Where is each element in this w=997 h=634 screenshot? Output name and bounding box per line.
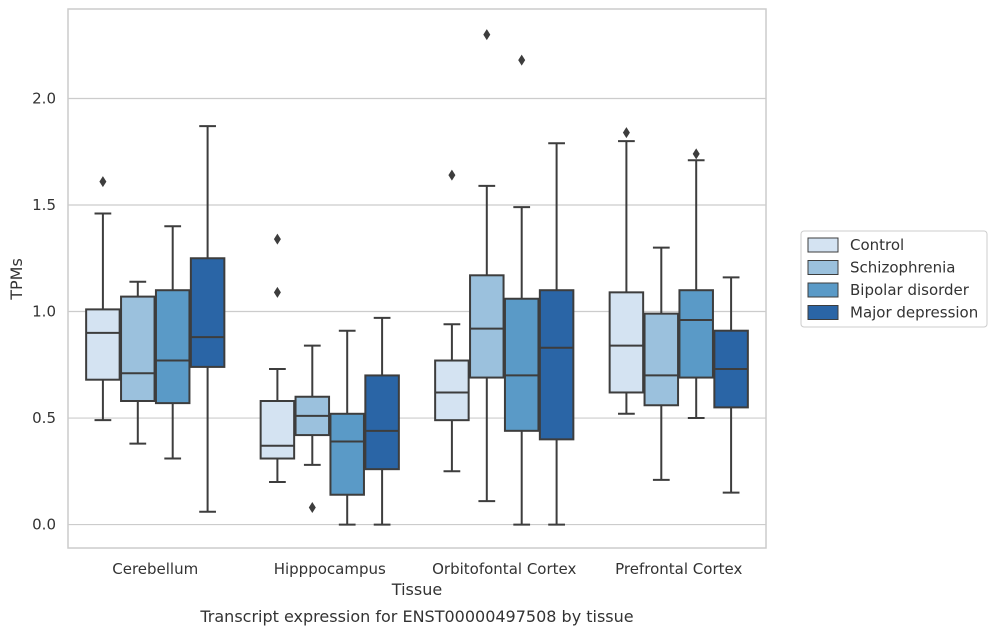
boxes	[85, 29, 749, 526]
legend-frame	[800, 230, 988, 328]
box	[643, 312, 680, 407]
outlier-point	[448, 169, 456, 181]
box	[469, 274, 505, 379]
box	[503, 297, 540, 432]
x-tick-label: Prefrontal Cortex	[615, 560, 742, 578]
outlier-point	[273, 286, 281, 298]
box-group	[154, 225, 191, 460]
outlier-point	[308, 502, 316, 514]
x-tick-label: Cerebellum	[112, 560, 198, 578]
box-group	[120, 280, 156, 445]
box-group	[364, 316, 400, 526]
box	[329, 412, 365, 496]
legend-swatch	[807, 237, 839, 253]
box	[259, 400, 296, 460]
box-group	[469, 29, 505, 503]
box-group	[189, 125, 226, 513]
outlier-point	[99, 176, 107, 188]
x-tick-label: Hipppocampus	[274, 560, 386, 578]
y-tick-label: 2.0	[32, 89, 56, 107]
box-group	[259, 233, 296, 483]
box-group	[85, 176, 121, 422]
chart-caption: Transcript expression for ENST0000049750…	[199, 607, 633, 626]
outlier-point	[483, 29, 491, 41]
box	[434, 359, 470, 422]
outlier-point	[518, 54, 526, 66]
box-group	[329, 329, 365, 526]
legend-label: Control	[850, 236, 904, 254]
box	[678, 289, 714, 379]
y-tick-labels: 0.0 0.5 1.0 1.5 2.0	[32, 89, 56, 533]
box	[189, 257, 226, 368]
legend-swatch	[807, 260, 839, 275]
box-group	[678, 148, 714, 420]
box	[120, 295, 156, 403]
box	[608, 291, 645, 394]
x-tick-label: Orbitofontal Cortex	[432, 560, 576, 578]
legend-label: Schizophrenia	[850, 259, 955, 277]
legend-swatch	[807, 282, 839, 298]
outlier-point	[692, 148, 700, 160]
box-group	[608, 127, 645, 415]
box-group	[434, 169, 470, 473]
box-group	[294, 344, 331, 514]
box	[538, 289, 575, 441]
y-axis-label: TPMs	[7, 258, 26, 301]
outlier-point	[622, 127, 630, 139]
y-tick-label: 1.0	[32, 303, 56, 321]
x-axis-label: Tissue	[391, 580, 442, 599]
box	[85, 308, 121, 381]
box	[154, 289, 191, 405]
box-group	[713, 276, 749, 494]
box-group	[643, 246, 680, 481]
legend-label: Major depression	[850, 304, 978, 322]
x-tick-labels: Cerebellum Hipppocampus Orbitofontal Corte…	[112, 560, 742, 578]
legend-label: Bipolar disorder	[850, 281, 970, 299]
outlier-point	[273, 233, 281, 245]
legend: Control Schizophrenia Bipolar disorder Majo…	[800, 230, 988, 328]
legend-swatch	[807, 305, 839, 320]
y-tick-label: 0.5	[32, 409, 56, 427]
y-tick-label: 0.0	[32, 516, 56, 534]
box-group	[538, 142, 575, 526]
box	[364, 374, 400, 471]
box-group	[503, 54, 540, 526]
y-tick-label: 1.5	[32, 196, 56, 214]
